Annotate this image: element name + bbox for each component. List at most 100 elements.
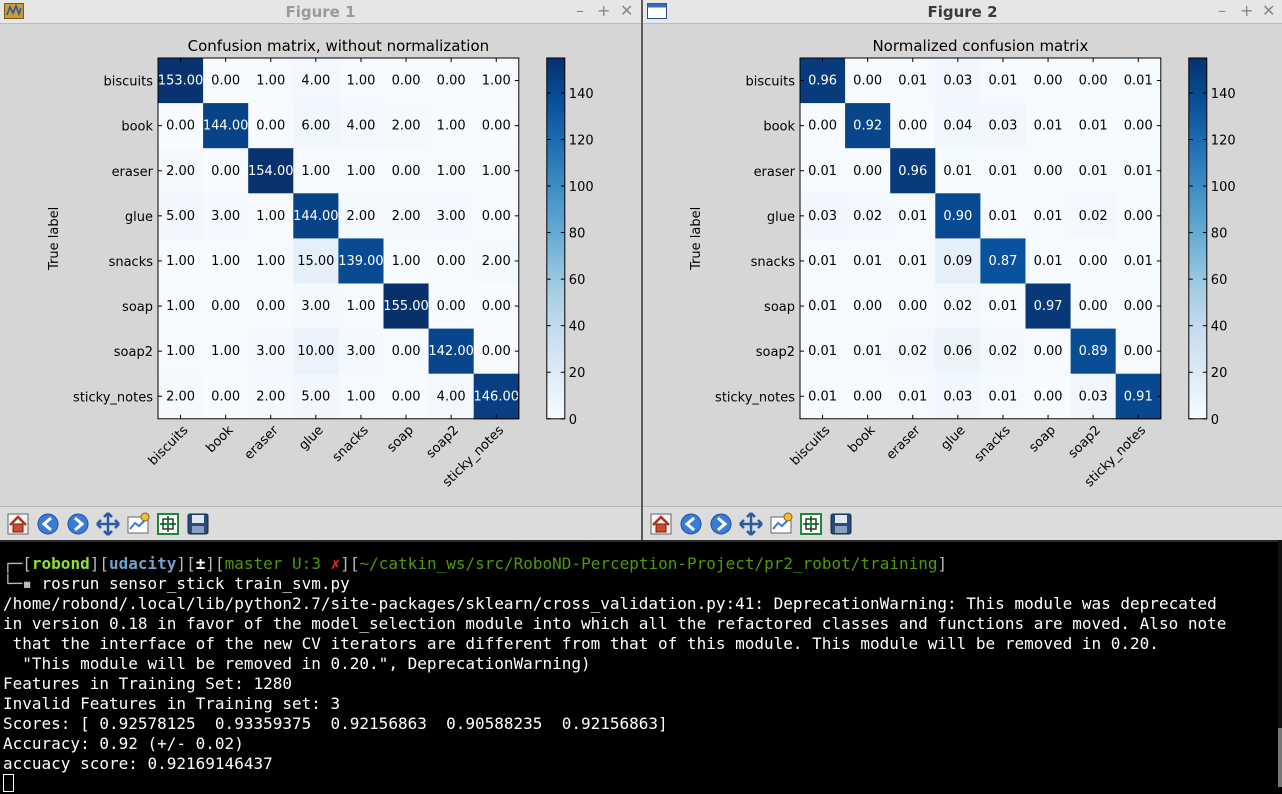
fig1-cell-label: 2.00	[392, 119, 421, 134]
fig2-ytick-label: book	[763, 120, 795, 135]
fig2-cell-label: 0.03	[988, 119, 1017, 134]
save-icon[interactable]	[185, 511, 211, 537]
fig2-cell-label: 0.03	[1079, 389, 1108, 404]
home-icon[interactable]	[648, 511, 674, 537]
subplots-icon[interactable]	[768, 511, 794, 537]
zoom-icon[interactable]	[155, 511, 181, 537]
fig2-cell-label: 0.91	[1124, 389, 1153, 404]
fig1-cell-label: 2.00	[346, 209, 375, 224]
fig1-cell-label: 0.00	[211, 299, 240, 314]
fig1-colorbar-label: 0	[569, 413, 577, 428]
fig2-cell	[1025, 148, 1072, 194]
maximize-icon[interactable]: +	[597, 1, 611, 20]
fig2-axes-frame	[799, 57, 1162, 420]
fig1-ytick-label: soap2	[114, 345, 153, 360]
terminal-command-line: └─▪ rosrun sensor_stick train_svm.py	[3, 574, 350, 593]
fig2-cell	[1115, 103, 1162, 149]
fig1-cell	[248, 373, 294, 420]
fig2-xtick-label: soap	[1026, 423, 1058, 455]
fig1-cell	[428, 283, 475, 330]
fig2-cell-label: 0.02	[943, 299, 972, 314]
fig2-cell-label: 0.01	[1124, 164, 1153, 179]
fig2-cell-label: 0.01	[988, 74, 1017, 89]
terminal-output-line: Accuracy: 0.92 (+/- 0.02)	[3, 734, 244, 753]
terminal-scrollbar[interactable]	[1278, 540, 1282, 787]
fig1-cell	[383, 103, 430, 149]
fig2-cell	[800, 238, 846, 285]
fig2-cell-label: 0.01	[853, 344, 882, 359]
fig2-cell	[845, 238, 891, 285]
pan-icon[interactable]	[95, 511, 121, 537]
fig1-cell	[338, 58, 385, 104]
fig2-cell-label: 0.01	[988, 164, 1017, 179]
fig1-cell	[338, 193, 385, 239]
pan-icon[interactable]	[738, 511, 764, 537]
fig2-ylabel: True label	[689, 207, 704, 271]
maximize-icon[interactable]: +	[1240, 1, 1254, 20]
fig1-cell	[383, 58, 430, 104]
close-icon[interactable]: ✕	[1262, 1, 1276, 20]
zoom-icon[interactable]	[798, 511, 824, 537]
minimize-icon[interactable]: –	[1218, 1, 1226, 20]
fig1-cell-label: 0.00	[392, 344, 421, 359]
fig1-cell-label: 0.00	[392, 74, 421, 89]
back-icon[interactable]	[35, 511, 61, 537]
fig1-cell	[158, 328, 204, 375]
fig2-cell	[1115, 193, 1162, 239]
fig1-cell	[428, 193, 475, 239]
terminal-cursor	[3, 774, 14, 792]
fig2-cell-label: 0.00	[898, 119, 927, 134]
fig1-cell	[248, 148, 294, 194]
fig1-cell-label: 1.00	[166, 299, 195, 314]
fig2-cell	[935, 58, 981, 104]
fig2-cell-label: 0.90	[943, 209, 972, 224]
close-icon[interactable]: ✕	[620, 1, 634, 20]
fig2-cell	[980, 58, 1027, 104]
window-divider	[641, 0, 643, 540]
fig1-cell	[473, 283, 520, 330]
figure-2-titlebar[interactable]: Figure 2 – + ✕	[643, 0, 1282, 24]
fig2-cell-label: 0.01	[808, 299, 837, 314]
terminal-output-line: /home/robond/.local/lib/python2.7/site-p…	[3, 594, 1217, 613]
forward-icon[interactable]	[708, 511, 734, 537]
fig1-cell	[338, 148, 385, 194]
subplots-icon[interactable]	[125, 511, 151, 537]
fig2-cell	[1070, 373, 1117, 420]
terminal-output-line: that the interface of the new CV iterato…	[3, 634, 1159, 653]
fig1-colorbar	[546, 57, 566, 420]
fig1-cell	[338, 238, 385, 285]
fig1-cell-label: 144.00	[293, 209, 339, 224]
fig1-cell-label: 1.00	[256, 74, 285, 89]
save-icon[interactable]	[828, 511, 854, 537]
figure-1-canvas[interactable]: Confusion matrix, without normalization 1…	[0, 24, 641, 506]
fig2-cell	[890, 58, 936, 104]
fig1-colorbar-label: 120	[569, 133, 594, 148]
prompt-host: udacity	[108, 554, 177, 573]
fig1-cell	[203, 58, 249, 104]
figure-2-toolbar	[643, 506, 1282, 540]
fig1-colorbar-label: 40	[569, 320, 586, 335]
terminal-scrollbar-thumb[interactable]	[1278, 728, 1282, 787]
terminal-output-line: "This module will be removed in 0.20.", …	[3, 654, 591, 673]
fig2-cell	[980, 373, 1027, 420]
fig1-cell-label: 1.00	[301, 164, 330, 179]
fig1-xtick-label: soap	[384, 423, 416, 455]
back-icon[interactable]	[678, 511, 704, 537]
fig2-cell	[1115, 328, 1162, 375]
fig1-cell-label: 1.00	[166, 344, 195, 359]
home-icon[interactable]	[5, 511, 31, 537]
fig1-cell-label: 1.00	[166, 254, 195, 269]
fig2-cell	[980, 238, 1027, 285]
figure-1-titlebar[interactable]: Figure 1 – + ✕	[0, 0, 641, 24]
forward-icon[interactable]	[65, 511, 91, 537]
figure-2-canvas[interactable]: Normalized confusion matrix 0.96 0.00 0.01 0…	[643, 24, 1282, 506]
terminal-window[interactable]: ┌─[robond][udacity][±][master U:3 ✗][~/c…	[0, 540, 1278, 792]
fig2-cell-label: 0.01	[853, 254, 882, 269]
fig2-cell	[890, 103, 936, 149]
fig1-chart-title: Confusion matrix, without normalization	[188, 37, 490, 55]
fig1-cell	[203, 193, 249, 239]
fig1-cell-label: 1.00	[256, 209, 285, 224]
fig2-cell-label: 0.00	[853, 389, 882, 404]
minimize-icon[interactable]: –	[576, 1, 584, 20]
fig1-cell	[293, 148, 339, 194]
